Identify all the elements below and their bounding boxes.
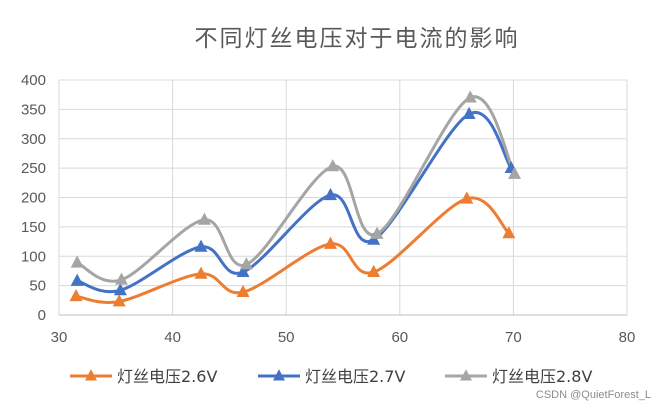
legend-label-1: 灯丝电压2.6V [117, 367, 217, 386]
gridlines [58, 79, 628, 316]
x-tick-label: 50 [278, 329, 295, 346]
data-point-s1-5 [324, 236, 338, 249]
y-tick-label: 350 [21, 101, 46, 118]
data-point-s3-6 [370, 226, 384, 239]
x-tick-label: 80 [619, 329, 636, 346]
y-tick-label: 200 [21, 190, 46, 207]
legend-marker-3 [460, 369, 472, 381]
series-markers [69, 90, 522, 307]
data-point-s1-2 [112, 294, 126, 307]
y-tick-label: 100 [21, 248, 46, 265]
data-point-s1-1 [69, 288, 83, 302]
y-tick-label: 0 [38, 307, 46, 324]
data-point-s3-8 [508, 166, 522, 179]
y-tick-label: 50 [29, 278, 46, 295]
legend-label-3: 灯丝电压2.8V [492, 367, 592, 386]
legend: 灯丝电压2.6V 灯丝电压2.7V 灯丝电压2.8V [70, 367, 592, 386]
data-point-s3-2 [114, 272, 128, 285]
y-tick-label: 250 [21, 160, 46, 177]
legend-marker-2 [273, 369, 285, 381]
data-point-s2-1 [70, 273, 84, 286]
x-tick-label: 60 [391, 329, 408, 346]
data-point-s3-7 [463, 90, 477, 103]
data-point-s1-6 [367, 264, 381, 278]
y-tick-label: 150 [21, 219, 46, 236]
series-line-3 [75, 95, 516, 283]
data-point-s3-4 [239, 257, 253, 270]
data-point-s1-4 [236, 284, 250, 298]
y-axis-ticks: 0 50 100 150 200 250 300 350 400 [21, 72, 46, 324]
legend-label-2: 灯丝电压2.7V [305, 367, 405, 386]
x-tick-label: 40 [164, 329, 181, 346]
x-tick-label: 70 [505, 329, 522, 346]
data-point-s2-7 [462, 106, 476, 119]
watermark: CSDN @QuietForest_L [536, 389, 651, 401]
data-point-s1-8 [502, 226, 516, 239]
data-point-s2-4 [236, 264, 250, 278]
x-tick-label: 30 [51, 329, 68, 346]
series-lines [74, 95, 516, 304]
x-axis-ticks: 30 40 50 60 70 80 [51, 329, 636, 346]
data-point-s3-1 [70, 255, 84, 268]
data-point-s3-5 [326, 159, 340, 172]
data-point-s3-3 [197, 212, 211, 225]
chart-title: 不同灯丝电压对于电流的影响 [195, 26, 520, 52]
y-tick-label: 300 [21, 131, 46, 148]
data-point-s2-2 [113, 283, 127, 296]
series-line-1 [74, 196, 511, 304]
legend-marker-1 [85, 369, 97, 381]
data-point-s1-3 [194, 266, 208, 279]
y-tick-label: 400 [21, 72, 46, 89]
data-point-s2-5 [324, 187, 338, 201]
series-line-2 [75, 110, 513, 294]
data-point-s1-7 [460, 191, 474, 204]
data-point-s2-3 [194, 239, 208, 252]
